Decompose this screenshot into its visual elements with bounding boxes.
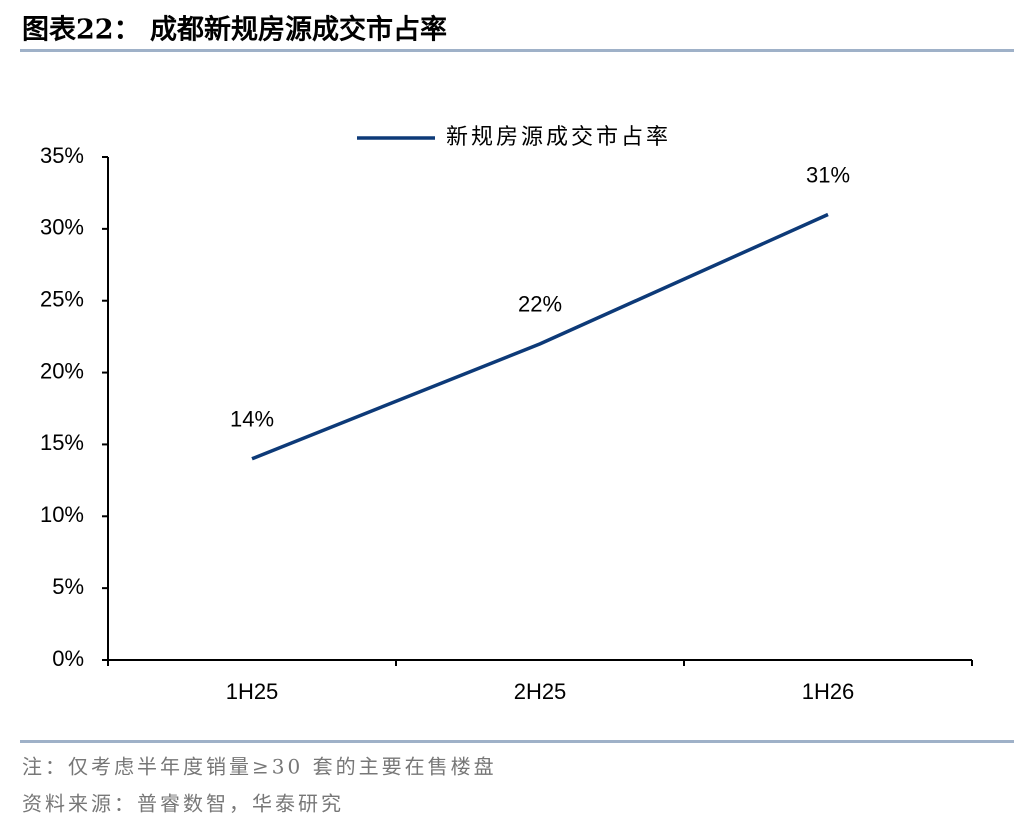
data-label: 31% bbox=[806, 162, 850, 187]
data-label: 14% bbox=[230, 407, 274, 432]
y-tick-label: 0% bbox=[52, 646, 84, 671]
x-tick-label: 2H25 bbox=[514, 679, 567, 704]
data-label: 22% bbox=[518, 292, 562, 317]
chart-title: 图表22： 成都新规房源成交市占率 bbox=[22, 14, 447, 46]
y-tick-label: 30% bbox=[40, 215, 84, 240]
y-tick-label: 25% bbox=[40, 287, 84, 312]
footer-rule bbox=[20, 740, 1014, 743]
note: 注：仅考虑半年度销量≥30 套的主要在售楼盘 bbox=[22, 755, 497, 779]
source: 资料来源：普睿数智，华泰研究 bbox=[22, 792, 344, 816]
y-tick-label: 35% bbox=[40, 143, 84, 168]
y-tick-label: 20% bbox=[40, 358, 84, 383]
line bbox=[251, 212, 829, 461]
y-tick-label: 10% bbox=[40, 502, 84, 527]
legend-label: 新规房源成交市占率 bbox=[446, 125, 671, 150]
y-tick-label: 5% bbox=[52, 574, 84, 599]
title-rule bbox=[20, 49, 1014, 52]
x-tick-label: 1H26 bbox=[802, 679, 855, 704]
y-tick-label: 15% bbox=[40, 430, 84, 455]
x-tick-label: 1H25 bbox=[226, 679, 279, 704]
